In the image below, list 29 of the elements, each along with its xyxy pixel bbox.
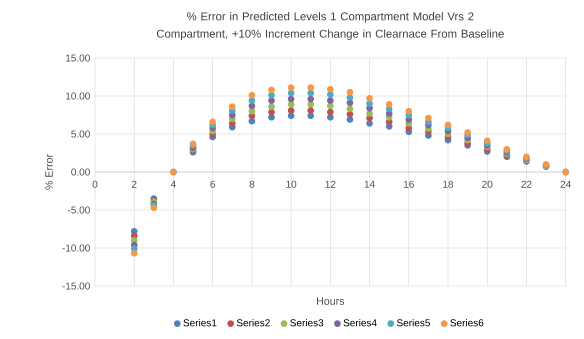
- legend-label: Series2: [236, 319, 270, 326]
- legend-label: Series6: [450, 319, 484, 326]
- legend-label: Series3: [290, 319, 324, 326]
- x-tick-label: 6: [210, 180, 216, 188]
- y-tick-label: -10.00: [62, 244, 90, 252]
- x-tick-label: 2: [132, 180, 137, 188]
- x-tick-label: 24: [560, 180, 571, 188]
- x-tick-label: 20: [482, 180, 492, 188]
- y-tick-label: -15.00: [62, 282, 90, 290]
- x-tick-label: 10: [286, 180, 296, 188]
- x-tick-label: 18: [443, 180, 454, 188]
- x-tick-label: 16: [404, 180, 414, 188]
- x-axis-title: Hours: [316, 297, 344, 305]
- legend-label: Series5: [396, 319, 430, 326]
- x-tick-label: 8: [250, 180, 254, 188]
- y-tick-label: 5.00: [71, 130, 90, 138]
- x-tick-label: 12: [326, 180, 336, 188]
- y-tick-label: 10.00: [66, 92, 90, 100]
- y-tick-label: -5.00: [68, 206, 90, 214]
- x-tick-label: 4: [170, 180, 176, 188]
- legend-label: Series1: [183, 319, 216, 326]
- y-tick-label: 0.00: [71, 168, 90, 176]
- chart-title: % Error in Predicted Levels 1 Compartment Model Vrs 2 Compartment, +10% Increment Change in Clearnace From Baseline: [156, 12, 504, 40]
- x-tick-label: 22: [521, 180, 532, 188]
- x-tick-label: 14: [364, 180, 375, 188]
- y-tick-label: 15.00: [66, 54, 90, 62]
- legend-label: Series4: [344, 319, 377, 326]
- y-axis-title: % Error: [45, 154, 53, 190]
- x-tick-label: 0: [92, 180, 98, 188]
